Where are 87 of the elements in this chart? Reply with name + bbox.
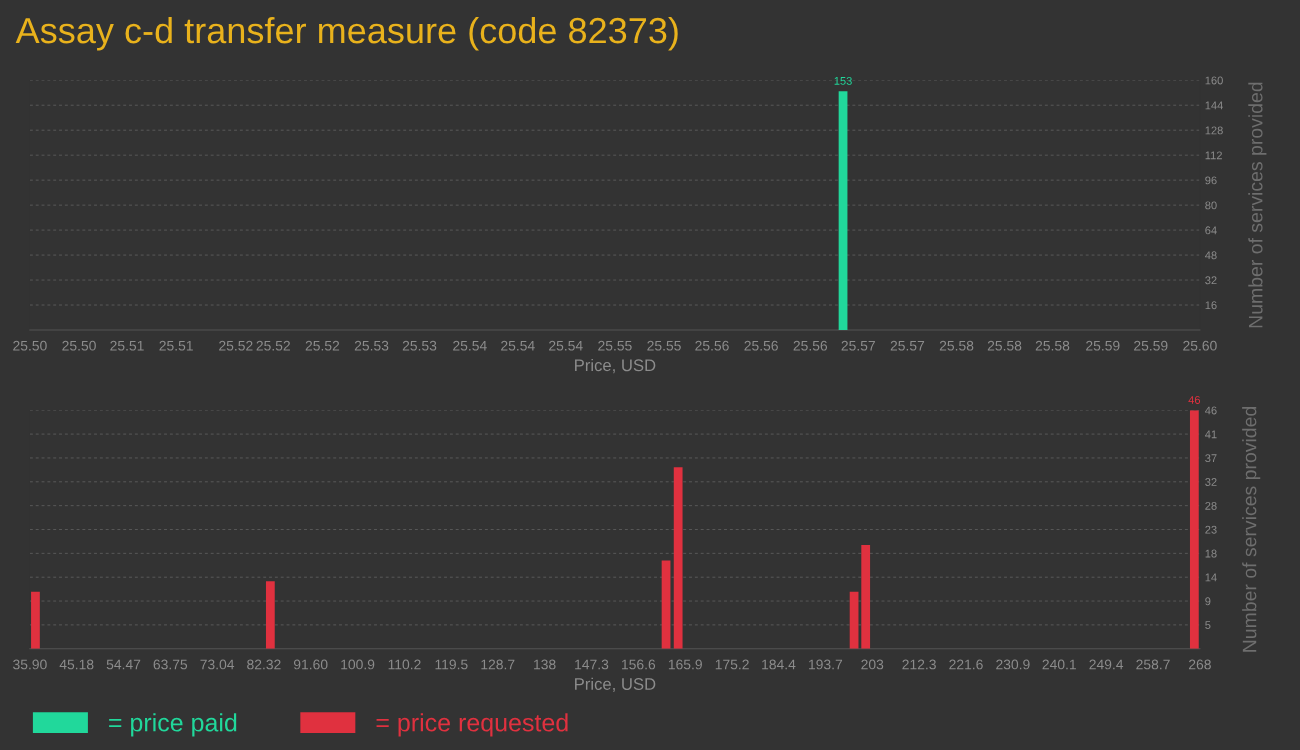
data-label: 153: [834, 76, 852, 85]
y-tick-label: 32: [1205, 276, 1217, 285]
data-label: 46: [1188, 396, 1201, 404]
x-tick-label: 25.59: [1134, 340, 1168, 351]
y-tick-label: 23: [1205, 525, 1217, 534]
x-tick-label: 184.4: [762, 659, 796, 670]
x-tick-label: 128.7: [481, 659, 515, 670]
x-tick-label: 25.52: [256, 340, 290, 351]
x-tick-label: 249.4: [1089, 659, 1124, 670]
x-tick-label: 193.7: [809, 659, 843, 670]
y-axis-title: Number of services provided: [1248, 82, 1267, 328]
y-tick-label: 14: [1205, 573, 1217, 582]
x-tick-label: 25.56: [695, 340, 729, 351]
x-tick-label: 230.9: [996, 659, 1030, 670]
x-tick-label: 119.5: [435, 659, 468, 670]
x-tick-label: 25.58: [939, 340, 974, 351]
x-tick-label: 203: [861, 659, 884, 670]
bar: [673, 467, 683, 649]
x-tick-label: 25.60: [1183, 340, 1217, 351]
x-tick-label: 147.3: [575, 659, 609, 670]
x-tick-label: 25.56: [744, 340, 778, 351]
x-tick-label: 25.53: [354, 340, 389, 351]
x-tick-label: 25.51: [159, 340, 193, 351]
x-tick-label: 25.57: [841, 340, 875, 351]
legend-label: = price requested: [376, 713, 568, 737]
x-tick-label: 25.53: [402, 340, 437, 351]
y-tick-label: 18: [1205, 549, 1217, 558]
y-tick-label: 16: [1205, 301, 1217, 310]
x-tick-label: 25.51: [110, 340, 144, 351]
x-tick-label: 82.32: [247, 659, 281, 670]
x-tick-label: 100.9: [341, 659, 375, 670]
x-tick-label: 25.56: [793, 340, 828, 351]
x-tick-label: 63.75: [153, 659, 188, 670]
y-tick-label: 128: [1205, 126, 1223, 135]
y-tick-label: 41: [1205, 430, 1217, 439]
x-tick-label: 25.52: [219, 340, 253, 351]
y-tick-label: 48: [1205, 251, 1217, 260]
x-tick-label: 212.3: [902, 659, 936, 670]
x-tick-label: 25.54: [453, 340, 487, 351]
x-tick-label: 25.58: [987, 340, 1022, 351]
legend-label: = price paid: [109, 713, 237, 737]
y-tick-label: 37: [1205, 454, 1217, 463]
y-tick-label: 46: [1205, 406, 1217, 415]
bar: [661, 560, 671, 649]
x-tick-label: 138: [534, 659, 556, 670]
y-tick-label: 64: [1205, 226, 1217, 235]
x-tick-label: 35.90: [13, 659, 47, 670]
x-tick-label: 25.54: [549, 340, 583, 351]
x-tick-label: 240.1: [1042, 659, 1076, 670]
x-tick-label: 268: [1189, 659, 1211, 670]
x-tick-label: 25.55: [647, 340, 681, 351]
x-tick-label: 25.55: [598, 340, 632, 351]
y-tick-label: 32: [1205, 478, 1217, 486]
x-tick-label: 45.18: [59, 659, 94, 670]
x-tick-label: 91.60: [293, 659, 328, 670]
x-tick-label: 175.2: [715, 659, 749, 670]
x-tick-label: 165.9: [668, 659, 702, 670]
y-tick-label: 160: [1205, 76, 1223, 85]
bar: [861, 545, 871, 649]
x-tick-label: 73.04: [200, 659, 235, 670]
bar: [849, 591, 859, 649]
y-axis-title: Number of services provided: [1242, 407, 1261, 652]
x-tick-label: 110.2: [388, 659, 421, 670]
x-tick-label: 25.50: [62, 340, 96, 351]
x-tick-label: 25.59: [1086, 340, 1120, 351]
x-tick-label: 25.50: [13, 340, 47, 351]
y-tick-label: 28: [1205, 501, 1217, 510]
x-tick-label: 25.57: [890, 340, 925, 351]
x-tick-label: 258.7: [1136, 659, 1170, 670]
y-tick-label: 144: [1205, 101, 1223, 110]
y-tick-label: 9: [1205, 597, 1211, 606]
y-tick-label: 5: [1205, 621, 1211, 630]
bar: [31, 591, 40, 649]
x-tick-label: 25.58: [1035, 340, 1070, 351]
y-tick-label: 80: [1205, 201, 1217, 210]
x-tick-label: 221.6: [949, 659, 983, 670]
y-tick-label: 112: [1205, 151, 1222, 160]
x-tick-label: 25.54: [501, 340, 535, 351]
y-tick-label: 96: [1205, 176, 1217, 185]
x-tick-label: 25.52: [305, 340, 340, 351]
x-tick-label: 156.6: [622, 659, 656, 670]
x-tick-label: 54.47: [106, 659, 141, 670]
x-axis-title: Price, USD: [575, 677, 656, 692]
x-axis-title: Price, USD: [575, 358, 656, 374]
bar: [1189, 410, 1199, 649]
bar: [265, 581, 275, 649]
chart-title: Assay c-d transfer measure (code 82373): [15, 16, 678, 51]
